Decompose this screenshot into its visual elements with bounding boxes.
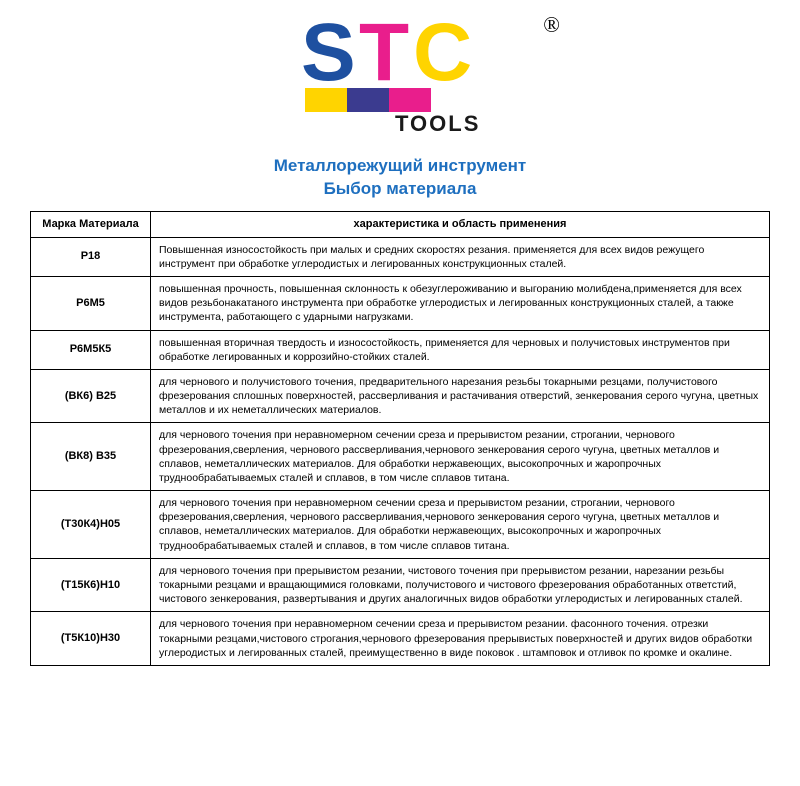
cell-desc: для чернового точения при прерывистом ре…: [151, 558, 770, 612]
registered-mark: ®: [543, 12, 560, 38]
table-row: (ВК8) B35 для чернового точения при нера…: [31, 423, 770, 491]
title-line-2: Быбор материала: [30, 178, 770, 201]
materials-table: Марка Материала характеристика и область…: [30, 211, 770, 666]
cell-grade: (Т30К4)H05: [31, 491, 151, 559]
table-row: Р6М5К5 повышенная вторичная твердость и …: [31, 330, 770, 369]
table-row: Р6М5 повышенная прочность, повышенная ск…: [31, 277, 770, 331]
table-row: (Т5К10)H30 для чернового точения при нер…: [31, 612, 770, 666]
cell-desc: для чернового и получистового точения, п…: [151, 369, 770, 423]
logo-area: ® S T C TOOLS: [30, 8, 770, 149]
title-block: Металлорежущий инструмент Быбор материал…: [30, 155, 770, 201]
cell-desc: повышенная вторичная твердость и износос…: [151, 330, 770, 369]
col-header-desc: характеристика и область применения: [151, 211, 770, 237]
cell-grade: (Т5К10)H30: [31, 612, 151, 666]
cell-desc: для чернового точения при неравномерном …: [151, 491, 770, 559]
title-line-1: Металлорежущий инструмент: [30, 155, 770, 178]
page-root: ® S T C TOOLS Металлорежущий инструмент …: [0, 0, 800, 686]
cell-grade: Р6М5К5: [31, 330, 151, 369]
cell-desc: для чернового точения при неравномерном …: [151, 423, 770, 491]
cell-desc: повышенная прочность, повышенная склонно…: [151, 277, 770, 331]
cell-desc: для чернового точения при неравномерном …: [151, 612, 770, 666]
cell-grade: (ВК6) B25: [31, 369, 151, 423]
col-header-grade: Марка Материала: [31, 211, 151, 237]
cell-grade: Р6М5: [31, 277, 151, 331]
svg-text:TOOLS: TOOLS: [395, 111, 480, 136]
cell-desc: Повышенная износостойкость при малых и с…: [151, 237, 770, 276]
table-row: Р18 Повышенная износостойкость при малых…: [31, 237, 770, 276]
table-row: (Т30К4)H05 для чернового точения при нер…: [31, 491, 770, 559]
svg-text:S: S: [301, 8, 356, 98]
stc-tools-logo: S T C TOOLS: [285, 8, 515, 138]
table-row: (Т15К6)H10 для чернового точения при пре…: [31, 558, 770, 612]
svg-text:T: T: [359, 8, 409, 98]
cell-grade: (Т15К6)H10: [31, 558, 151, 612]
table-row: (ВК6) B25 для чернового и получистового …: [31, 369, 770, 423]
cell-grade: Р18: [31, 237, 151, 276]
svg-text:C: C: [413, 8, 472, 98]
cell-grade: (ВК8) B35: [31, 423, 151, 491]
